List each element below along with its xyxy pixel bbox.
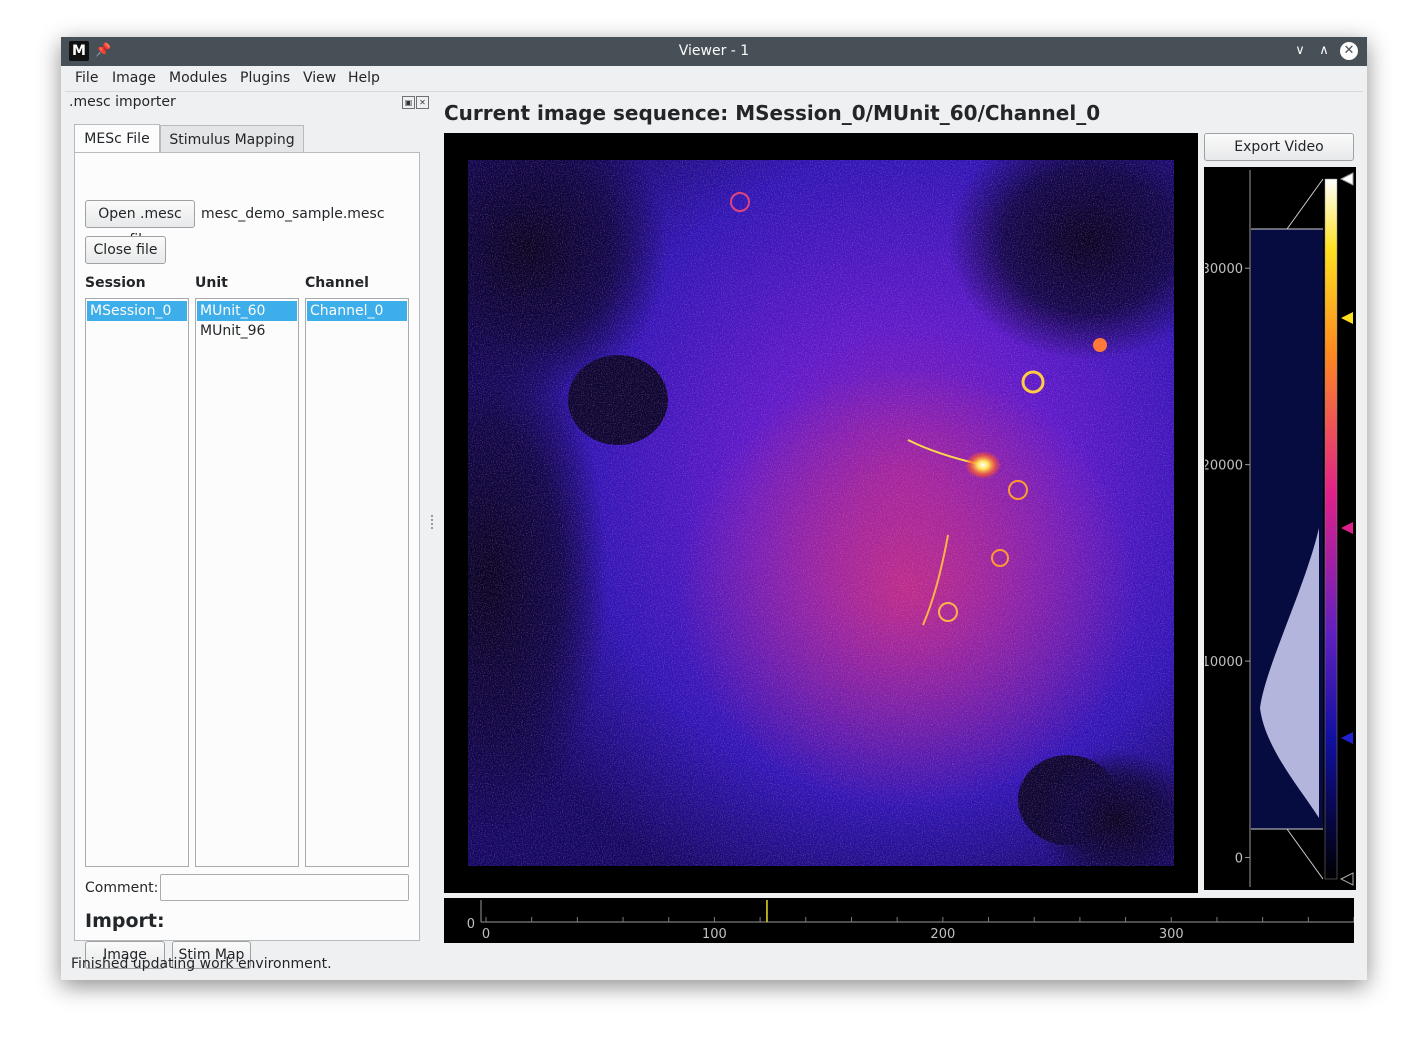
import-image-button[interactable]: Image — [85, 941, 165, 969]
dock-splitter-handle[interactable] — [431, 515, 435, 529]
histogram-tick-label: 20000 — [1205, 459, 1243, 474]
list-item[interactable]: Channel_0 — [307, 301, 407, 321]
list-item[interactable]: MUnit_60 — [197, 301, 297, 321]
dock-float-icon[interactable]: ▣ — [402, 96, 415, 109]
pin-icon[interactable]: 📌 — [95, 43, 112, 58]
menu-image[interactable]: Image — [112, 70, 156, 86]
dock-close-icon[interactable]: ✕ — [416, 96, 429, 109]
microscopy-image[interactable] — [468, 160, 1174, 866]
histogram-lut-widget[interactable]: 30000 20000 10000 0 — [1202, 167, 1356, 890]
status-bar-message: Finished updating work environment. — [71, 956, 332, 972]
list-item[interactable]: MSession_0 — [87, 301, 187, 321]
comment-input[interactable] — [160, 874, 409, 901]
gradient-tick-black — [1339, 872, 1354, 886]
menu-bar: File Image Modules Plugins View Help — [61, 66, 1367, 91]
image-view[interactable] — [444, 133, 1198, 893]
list-item[interactable]: MUnit_96 — [200, 323, 266, 339]
unit-header: Unit — [195, 275, 228, 291]
timeline-y-label: 0 — [467, 917, 475, 932]
file-name-label: mesc_demo_sample.mesc — [201, 206, 385, 222]
gradient-tick-yellow — [1341, 312, 1353, 324]
timeline-plot[interactable]: 0 0 100 200 300 — [444, 898, 1355, 943]
timeline-tick-label: 100 — [702, 927, 727, 942]
comment-label: Comment: — [85, 880, 159, 896]
menu-help[interactable]: Help — [348, 70, 380, 86]
unit-list[interactable]: MUnit_60 MUnit_96 — [195, 298, 299, 867]
viewer-window: M 📌 Viewer - 1 ∨ ∧ ✕ File Image Modules … — [61, 37, 1367, 980]
histogram-tick-label: 10000 — [1205, 655, 1243, 670]
image-sequence-title: Current image sequence: MSession_0/MUnit… — [444, 101, 1101, 125]
histogram-lut-svg: 30000 20000 10000 0 — [1202, 170, 1354, 887]
window-title: Viewer - 1 — [678, 43, 750, 59]
timeline-tick-label: 200 — [930, 927, 955, 942]
timeline-tick-label: 300 — [1159, 927, 1184, 942]
title-bar[interactable]: M 📌 Viewer - 1 ∨ ∧ ✕ — [61, 37, 1367, 66]
timeline-svg: 00 100 200 300 — [467, 900, 1355, 942]
colormap-gradient-bar — [1324, 178, 1338, 880]
import-label: Import: — [85, 910, 165, 932]
region-bottom-link — [1286, 828, 1324, 880]
menu-separator — [65, 91, 1363, 92]
close-icon[interactable]: ✕ — [1340, 42, 1358, 60]
gradient-tick-magenta — [1341, 522, 1353, 534]
dock-title: .mesc importer — [69, 94, 176, 110]
histogram-tick-label: 30000 — [1205, 262, 1243, 277]
import-stim-map-button[interactable]: Stim Map — [172, 941, 251, 969]
session-header: Session — [85, 275, 146, 291]
channel-header: Channel — [305, 275, 369, 291]
microscopy-image-svg — [468, 160, 1174, 866]
open-mesc-button[interactable]: Open .mesc file — [85, 200, 195, 248]
gradient-tick-blue — [1341, 732, 1353, 744]
region-top-link — [1286, 178, 1324, 230]
timeline-tick-label: 0 — [482, 927, 490, 942]
maximize-icon[interactable]: ∧ — [1319, 43, 1329, 58]
histogram-tick-label: 0 — [1235, 852, 1243, 867]
histogram-curve — [1260, 528, 1319, 818]
app-logo-icon: M — [69, 41, 89, 61]
export-video-button[interactable]: Export Video — [1204, 133, 1354, 161]
mesc-file-panel: Open .mesc file mesc_demo_sample.mesc Cl… — [74, 152, 420, 969]
tab-stimulus-mapping[interactable]: Stimulus Mapping — [160, 125, 304, 153]
minimize-icon[interactable]: ∨ — [1295, 43, 1305, 58]
menu-plugins[interactable]: Plugins — [240, 70, 291, 86]
menu-modules[interactable]: Modules — [169, 70, 228, 86]
menu-file[interactable]: File — [75, 70, 99, 86]
channel-list[interactable]: Channel_0 — [305, 298, 409, 867]
tab-mesc-file[interactable]: MESc File — [74, 124, 160, 152]
gradient-tick-white — [1339, 172, 1354, 186]
session-list[interactable]: MSession_0 — [85, 298, 189, 867]
close-file-button[interactable]: Close file — [85, 236, 166, 264]
menu-view[interactable]: View — [303, 70, 337, 86]
